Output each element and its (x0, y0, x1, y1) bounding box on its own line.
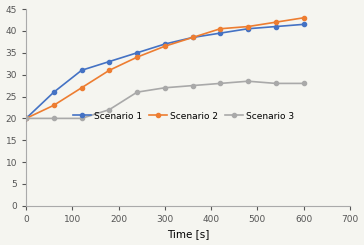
Scenario 2 (246, 25, 250, 28)
Scenario 3 (52, 117, 56, 120)
Scenario 1 (24, 117, 28, 120)
Scenario 3 (190, 84, 195, 87)
Scenario 2 (301, 16, 306, 19)
Line: Scenario 3: Scenario 3 (24, 79, 306, 121)
Scenario 3 (163, 86, 167, 89)
Scenario 1 (135, 51, 139, 54)
Scenario 2 (107, 69, 111, 72)
Scenario 2 (163, 45, 167, 48)
Scenario 1 (274, 25, 278, 28)
Scenario 2 (24, 117, 28, 120)
Scenario 2 (135, 56, 139, 59)
Scenario 1 (107, 60, 111, 63)
Scenario 1 (52, 91, 56, 94)
Scenario 3 (246, 80, 250, 83)
Scenario 3 (274, 82, 278, 85)
Scenario 1 (79, 69, 84, 72)
Scenario 2 (190, 36, 195, 39)
Scenario 1 (190, 36, 195, 39)
Scenario 1 (218, 32, 222, 35)
Scenario 1 (163, 43, 167, 46)
Line: Scenario 1: Scenario 1 (24, 22, 306, 121)
Line: Scenario 2: Scenario 2 (24, 16, 306, 121)
Scenario 3 (107, 108, 111, 111)
Scenario 3 (218, 82, 222, 85)
X-axis label: Time [s]: Time [s] (167, 230, 209, 239)
Scenario 3 (301, 82, 306, 85)
Scenario 2 (274, 21, 278, 24)
Scenario 3 (135, 91, 139, 94)
Scenario 3 (79, 117, 84, 120)
Scenario 3 (24, 117, 28, 120)
Scenario 1 (246, 27, 250, 30)
Legend: Scenario 1, Scenario 2, Scenario 3: Scenario 1, Scenario 2, Scenario 3 (70, 108, 298, 124)
Scenario 2 (79, 86, 84, 89)
Scenario 2 (52, 104, 56, 107)
Scenario 2 (218, 27, 222, 30)
Scenario 1 (301, 23, 306, 26)
